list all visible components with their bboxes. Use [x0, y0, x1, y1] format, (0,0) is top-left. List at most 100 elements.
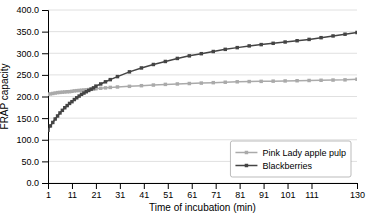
tick-mark [72, 183, 73, 189]
x-axis: 1112131415161718191101111130 [46, 183, 365, 200]
tick: 0.0 [26, 178, 48, 188]
tick: 50.0 [21, 157, 48, 167]
marker [104, 80, 107, 83]
marker [164, 60, 167, 63]
series-line [48, 79, 357, 94]
tick-mark [168, 183, 169, 189]
legend-label: Blackberries [262, 161, 312, 171]
tick-mark [144, 183, 145, 189]
tick-label: 300.0 [16, 49, 39, 59]
tick-label: 31 [115, 190, 125, 200]
tick: 130 [350, 183, 365, 200]
marker [319, 36, 322, 39]
tick-mark [42, 183, 48, 184]
tick-mark [357, 183, 358, 189]
marker [109, 86, 112, 89]
marker [224, 80, 227, 83]
marker [99, 82, 102, 85]
tick-mark [42, 10, 48, 11]
tick-label: 11 [68, 190, 77, 200]
legend-marker [245, 164, 248, 167]
tick-mark [120, 183, 121, 189]
marker [283, 40, 286, 43]
tick-mark [311, 183, 312, 189]
marker [212, 50, 215, 53]
marker [319, 79, 322, 82]
marker [247, 44, 250, 47]
axis-line [49, 184, 358, 190]
marker [140, 66, 143, 69]
y-axis-title: FRAP capacity [0, 64, 10, 130]
tick-label: 71 [211, 190, 221, 200]
tick-mark [42, 75, 48, 76]
marker [331, 34, 334, 37]
tick-label: 250.0 [16, 70, 39, 80]
tick: 350.0 [16, 27, 48, 37]
legend: Pink Lady apple pulp Blackberries [230, 141, 351, 177]
marker [271, 79, 274, 82]
tick: 31 [115, 183, 125, 200]
marker [94, 84, 97, 87]
marker [104, 86, 107, 89]
tick-mark [264, 183, 265, 189]
marker [164, 83, 167, 86]
tick: 1 [46, 183, 51, 200]
marker [307, 38, 310, 41]
tick: 101 [281, 183, 296, 200]
tick-label: 200.0 [16, 92, 39, 102]
marker [343, 32, 346, 35]
tick: 400.0 [16, 5, 48, 15]
marker [56, 114, 59, 117]
series-markers [48, 77, 357, 96]
marker [212, 81, 215, 84]
tick-mark [42, 118, 48, 119]
marker [188, 82, 191, 85]
tick-label: 101 [281, 190, 296, 200]
y-axis: 0.0 50.0 100.0 150.0 200.0 250.0 300.0 350.0 400… [16, 5, 48, 188]
grid-line [48, 74, 357, 75]
tick-label: 130 [350, 190, 365, 200]
tick-label: 51 [163, 190, 173, 200]
tick-label: 400.0 [16, 5, 39, 15]
legend-swatch [235, 165, 257, 167]
tick: 200.0 [16, 92, 48, 102]
tick-label: 61 [187, 190, 197, 200]
marker [355, 31, 357, 34]
marker [295, 79, 298, 82]
tick-mark [42, 140, 48, 141]
marker [152, 83, 155, 86]
marker [355, 77, 357, 80]
tick-label: 100.0 [16, 135, 39, 145]
axis-line [42, 11, 49, 184]
marker [236, 80, 239, 83]
tick: 51 [163, 183, 173, 200]
tick-mark [288, 183, 289, 189]
tick-label: 21 [91, 190, 101, 200]
tick-mark [96, 183, 97, 189]
marker [259, 43, 262, 46]
plot: 11121314151617181911011111300.050.0100.0… [0, 5, 365, 213]
series-markers [48, 31, 357, 132]
marker [53, 117, 56, 120]
marks [48, 31, 357, 132]
marker [176, 82, 179, 85]
marker [307, 79, 310, 82]
marker [99, 87, 102, 90]
tick: 11 [68, 183, 77, 200]
tick-mark [42, 97, 48, 98]
tick-label: 91 [259, 190, 269, 200]
tick-label: 111 [305, 190, 319, 200]
grid [48, 10, 357, 183]
tick-label: 50.0 [21, 157, 39, 167]
marker [51, 121, 54, 124]
legend-marker [245, 151, 248, 154]
marker [128, 85, 131, 88]
tick: 150.0 [16, 114, 48, 124]
marker [116, 85, 119, 88]
legend-item: Blackberries [235, 161, 312, 171]
tick: 21 [91, 183, 101, 200]
tick: 61 [187, 183, 197, 200]
marker [176, 57, 179, 60]
legend-item: Pink Lady apple pulp [235, 148, 346, 158]
x-axis-title: Time of incubation (min) [149, 202, 256, 213]
